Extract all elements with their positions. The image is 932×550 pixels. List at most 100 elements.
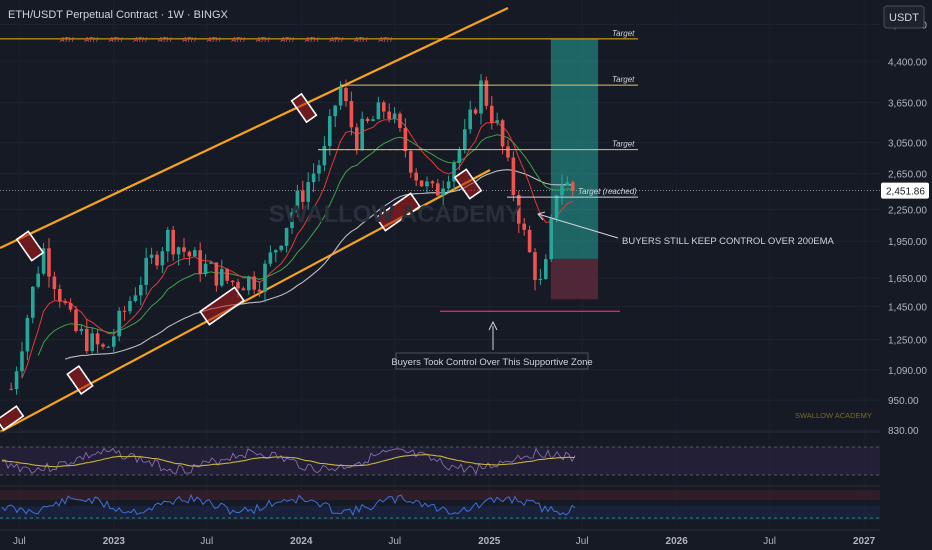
candle-body xyxy=(419,180,424,187)
stop-loss-zone xyxy=(550,258,599,300)
time-tick-label: 2023 xyxy=(103,536,126,547)
candle-body xyxy=(214,262,219,286)
channel-touch-box xyxy=(0,405,25,431)
last-price-label: 2,451.86 xyxy=(886,187,925,198)
candle-body xyxy=(236,282,240,289)
time-axis[interactable]: Jul 2023 Jul 2024 Jul 2025 Jul 2026 Jul 2027 xyxy=(0,529,880,547)
candle-body xyxy=(549,218,553,260)
candle-body xyxy=(322,146,327,166)
candle-body xyxy=(560,184,564,196)
price-tick-label: 3,650.00 xyxy=(888,99,927,110)
rsi-band xyxy=(0,447,880,475)
candle-body xyxy=(376,102,381,120)
candle-body xyxy=(57,289,62,302)
rsi-panel: 80.0040.00 xyxy=(0,431,913,476)
candle-body xyxy=(106,346,111,348)
time-tick-label: Jul xyxy=(13,536,26,547)
candle-body xyxy=(198,250,202,275)
candle-body xyxy=(511,157,516,196)
candle-body xyxy=(74,309,78,332)
candle-body xyxy=(290,212,294,228)
candle-body xyxy=(187,251,192,257)
candle-body xyxy=(63,301,67,304)
candle-body xyxy=(111,336,116,347)
time-tick-label: 2025 xyxy=(478,536,501,547)
rsi-line xyxy=(1,447,576,475)
channel-upper-line xyxy=(0,7,509,249)
candle-body xyxy=(516,195,521,224)
currency-button[interactable]: USDT xyxy=(889,12,919,24)
time-tick-label: 2024 xyxy=(290,536,313,547)
channel-touch-box-frame xyxy=(15,230,45,262)
ath-label: ATH xyxy=(231,37,246,44)
ath-label: ATH xyxy=(353,37,368,44)
ema-arrow-head xyxy=(537,211,546,221)
ath-label: ATH xyxy=(182,37,197,44)
candle-body xyxy=(506,146,510,158)
candle-body xyxy=(457,149,462,163)
ema-arrow-line xyxy=(537,213,619,239)
candle-body xyxy=(84,328,89,352)
candle-body xyxy=(452,162,456,182)
candle-body xyxy=(387,111,391,119)
candle-body xyxy=(41,248,46,274)
candle-body xyxy=(527,229,532,253)
candle-body xyxy=(90,333,94,352)
candle-body xyxy=(543,259,548,279)
price-tick-label: 950.00 xyxy=(888,396,919,407)
ath-label: ATH xyxy=(329,37,344,44)
candle-body xyxy=(306,182,310,202)
candle-body xyxy=(79,328,84,332)
channel-touch-box-frame xyxy=(453,168,483,200)
candle-body xyxy=(484,80,489,106)
highlight-boxes xyxy=(0,92,483,431)
channel-touch-box xyxy=(66,365,94,395)
candle-body xyxy=(225,268,229,281)
annotations: Buyers Took Control Over This Supportive… xyxy=(269,201,872,420)
corner-watermark: SWALLOW ACADEMY xyxy=(795,411,872,420)
candle-body xyxy=(252,276,256,290)
channel-touch-box xyxy=(15,230,45,262)
price-tick-label: 1,950.00 xyxy=(888,237,927,248)
time-tick-label: Jul xyxy=(200,536,213,547)
candle-body xyxy=(479,80,483,114)
price-tick-label: 2,650.00 xyxy=(888,169,927,180)
ath-label: ATH xyxy=(304,37,319,44)
candle-body xyxy=(398,113,402,128)
candle-body xyxy=(495,120,499,123)
price-tick-label: 3,050.00 xyxy=(888,138,927,149)
candles xyxy=(9,74,575,395)
candle-body xyxy=(435,183,440,196)
oscillator-panel: 0.00 xyxy=(0,485,908,525)
candle-body xyxy=(554,195,559,219)
candle-body xyxy=(284,227,289,246)
candle-body xyxy=(155,254,159,266)
candle-body xyxy=(257,289,262,292)
candle-body xyxy=(25,317,30,352)
candle-body xyxy=(468,109,472,130)
candle-body xyxy=(95,333,100,345)
ema-note: BUYERS STILL KEEP CONTROL OVER 200EMA xyxy=(622,236,835,247)
candle-body xyxy=(538,278,543,281)
osc-low-band xyxy=(0,506,880,520)
candle-body xyxy=(165,229,170,252)
channel-touch-box xyxy=(375,192,421,232)
center-watermark: SWALLOW ACADEMY xyxy=(269,201,521,228)
candle-body xyxy=(138,284,143,296)
candle-body xyxy=(570,182,575,191)
candle-body xyxy=(365,118,370,122)
candle-body xyxy=(473,109,478,114)
price-tick-label: 1,450.00 xyxy=(888,303,927,314)
ath-label: ATH xyxy=(378,37,393,44)
price-tick-label: 4,400.00 xyxy=(888,57,927,68)
time-tick-label: Jul xyxy=(576,536,589,547)
price-tick-label: 1,090.00 xyxy=(888,366,927,377)
ema-200-line xyxy=(65,169,573,360)
ath-label: ATH xyxy=(280,37,295,44)
currency-button-frame[interactable] xyxy=(883,5,925,29)
candle-body xyxy=(117,310,121,337)
candle-body xyxy=(500,120,505,147)
ath-label: ATH xyxy=(59,37,74,44)
ath-labels: ATH ATH ATH ATH ATH ATH ATH ATH ATH ATH ATH ATH ATH A… xyxy=(59,37,393,44)
